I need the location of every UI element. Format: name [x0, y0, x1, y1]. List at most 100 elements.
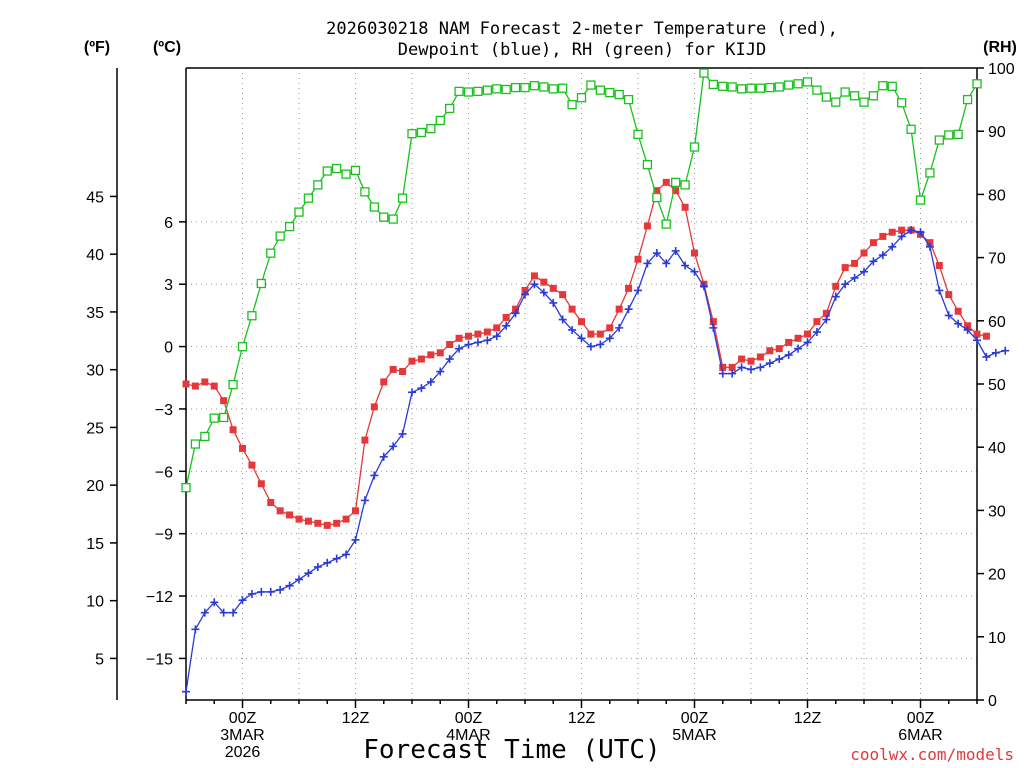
2-meter-temperature-point	[982, 332, 990, 340]
celsius-tick-label: −12	[146, 589, 173, 606]
2-meter-temperature-point	[794, 334, 802, 342]
time-tick-label: 6MAR	[898, 727, 942, 744]
dewpoint-point	[436, 367, 445, 376]
rh-point	[680, 180, 690, 190]
2-meter-temperature-point	[521, 286, 529, 294]
2-meter-temperature-point	[898, 226, 906, 234]
rh-tick-label: 100	[988, 61, 1015, 78]
2-meter-temperature-point	[474, 330, 482, 338]
rh-point	[473, 86, 483, 97]
rh-point	[708, 79, 718, 90]
rh-point	[266, 248, 276, 258]
2-meter-temperature-point	[841, 264, 849, 272]
rh-point	[303, 193, 314, 203]
dewpoint-point	[351, 535, 360, 544]
2-meter-temperature-point	[248, 461, 256, 469]
fahrenheit-tick-label: 25	[86, 420, 104, 437]
rh-point	[294, 207, 304, 217]
2-meter-temperature-point	[323, 521, 331, 529]
2-meter-temperature-point	[643, 222, 651, 230]
2-meter-temperature-point	[662, 178, 670, 186]
rh-point	[388, 214, 398, 224]
fahrenheit-tick-label: 10	[86, 594, 104, 611]
fahrenheit-tick-label: 5	[95, 651, 104, 668]
2-meter-temperature-point	[945, 291, 953, 299]
2-meter-temperature-point	[691, 249, 698, 257]
dewpoint-point	[605, 334, 614, 343]
rh-tick-label: 30	[988, 503, 1006, 520]
rh-point	[350, 165, 361, 176]
dewpoint-point	[276, 585, 285, 594]
dewpoint-point	[634, 286, 642, 295]
2-meter-temperature-point	[276, 507, 284, 515]
fahrenheit-unit-label: (ºF)	[84, 39, 110, 56]
dewpoint-point	[982, 352, 991, 361]
rh-tick-label: 80	[988, 187, 1006, 204]
time-tick-label: 12Z	[568, 710, 596, 727]
dewpoint-point	[643, 259, 652, 268]
fahrenheit-tick-label: 40	[86, 247, 104, 264]
dewpoint-point	[699, 282, 708, 291]
2-meter-temperature-point	[352, 507, 359, 515]
dewpoint-point	[935, 286, 944, 295]
dewpoint-point	[247, 589, 256, 598]
dewpoint-point	[794, 344, 803, 353]
dewpoint-point	[596, 340, 605, 349]
chart-title-line2: Dewpoint (blue), RH (green) for KIJD	[398, 40, 766, 60]
dewpoint-point	[869, 257, 878, 266]
2-meter-temperature-point	[370, 403, 378, 411]
rh-point	[915, 195, 926, 205]
rh-unit-label: (RH)	[983, 39, 1017, 56]
dewpoint-point	[784, 350, 793, 359]
rh-point	[652, 192, 662, 203]
2-meter-temperature-point	[935, 262, 943, 269]
dewpoint-point	[709, 323, 718, 332]
2-meter-temperature-point	[380, 378, 388, 386]
dewpoint-point	[370, 471, 379, 480]
2-meter-temperature-point	[512, 305, 520, 313]
dewpoint-point	[332, 554, 341, 563]
2-meter-temperature-point	[615, 305, 623, 313]
dewpoint-point	[539, 288, 548, 297]
2-meter-temperature-point	[399, 368, 407, 376]
2-meter-temperature-point	[653, 187, 661, 195]
dewpoint-point	[473, 338, 482, 347]
time-tick-label: 3MAR	[220, 727, 264, 744]
rh-point	[463, 87, 474, 97]
celsius-tick-label: 6	[164, 215, 173, 232]
2-meter-temperature-point	[191, 382, 199, 390]
2-meter-temperature-point	[182, 380, 190, 388]
rh-point	[934, 135, 944, 145]
dewpoint-point	[718, 369, 727, 378]
2-meter-temperature-point	[738, 355, 746, 363]
2-meter-temperature-point	[568, 305, 576, 313]
celsius-unit-label: (ºC)	[153, 39, 181, 56]
dewpoint-point	[417, 384, 426, 393]
2-meter-temperature-point	[342, 515, 350, 523]
rh-point	[247, 311, 257, 321]
2-meter-temperature-point	[493, 324, 501, 332]
dewpoint-point	[850, 273, 859, 282]
dewpoint-point	[878, 251, 887, 260]
dewpoint-point	[803, 338, 812, 347]
rh-point	[586, 80, 596, 90]
2-meter-temperature-point	[267, 499, 275, 506]
rh-point	[219, 412, 229, 423]
rh-point	[332, 163, 342, 174]
rh-point	[576, 93, 587, 103]
2-meter-temperature-point	[709, 318, 717, 326]
rh-point	[765, 82, 775, 93]
2-meter-temperature-point	[333, 519, 341, 527]
dewpoint-point	[586, 342, 595, 351]
rh-point	[445, 103, 455, 114]
2-meter-temperature-point	[879, 232, 887, 240]
fahrenheit-tick-label: 45	[86, 189, 104, 206]
dewpoint-point	[313, 562, 322, 571]
dewpoint-point	[323, 558, 332, 567]
rh-point	[595, 85, 605, 95]
rh-point	[605, 87, 615, 98]
rh-point	[492, 84, 502, 94]
dewpoint-point	[398, 429, 407, 438]
